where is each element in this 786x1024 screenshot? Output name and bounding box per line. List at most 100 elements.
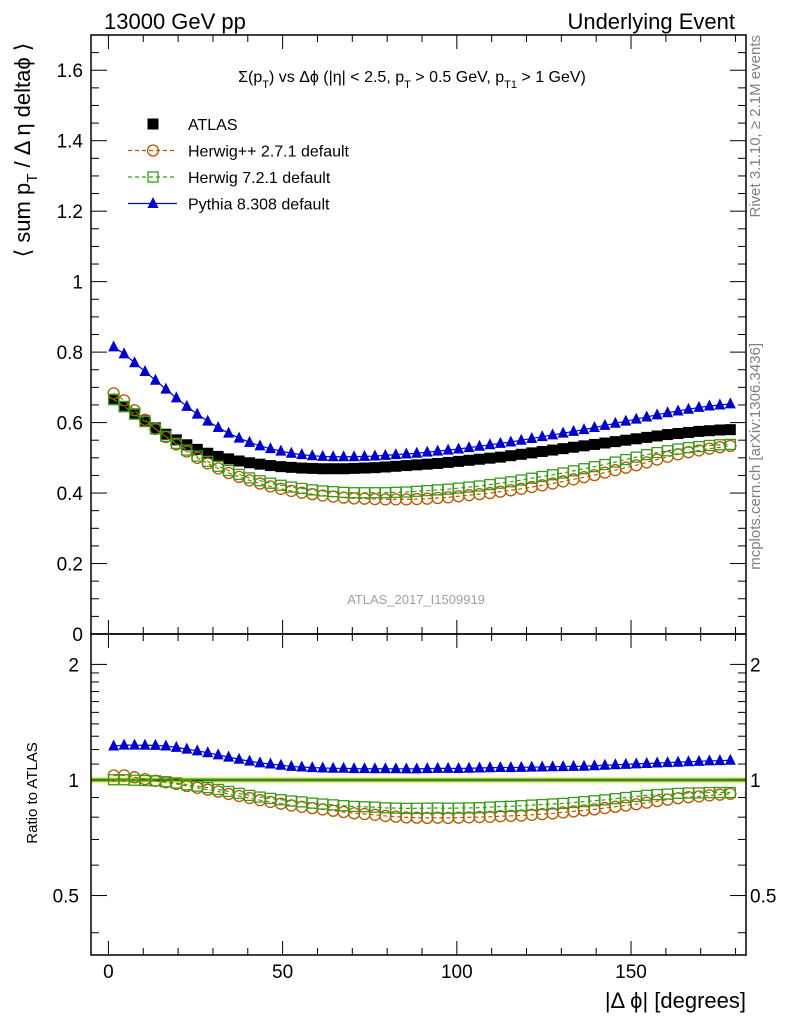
- top-marker: [327, 450, 339, 462]
- top-marker: [264, 442, 276, 454]
- legend-marker: [147, 118, 159, 130]
- top-marker: [641, 410, 653, 422]
- top-marker: [306, 462, 318, 474]
- ratio-marker: [432, 761, 444, 773]
- ratio-marker: [244, 754, 256, 766]
- top-marker: [118, 400, 130, 413]
- legend-marker: [147, 197, 159, 208]
- header-right: Underlying Event: [567, 9, 735, 34]
- ratio-marker: [683, 755, 695, 767]
- top-marker: [484, 438, 496, 450]
- y-axis-label-top: ⟨ sum pT / Δ η deltaϕ ⟩: [10, 43, 41, 258]
- ratio-marker: [191, 744, 203, 756]
- plot-label-mid2: > 0.5 GeV, p: [411, 69, 504, 86]
- bottom-panel-y-tick-label: 2: [68, 655, 79, 676]
- ratio-marker: [400, 762, 412, 774]
- bottom-panel-y-tick-label-right: 0.5: [750, 887, 776, 908]
- ratio-marker: [724, 786, 736, 799]
- ratio-marker: [233, 752, 245, 764]
- x-tick-label: 150: [615, 962, 647, 983]
- top-marker: [296, 448, 308, 460]
- top-marker: [358, 449, 370, 461]
- ratio-marker: [630, 757, 642, 769]
- top-marker: [598, 466, 612, 479]
- top-marker: [118, 347, 130, 359]
- ratio-marker: [149, 738, 161, 750]
- top-marker: [505, 450, 517, 462]
- top-marker: [139, 364, 151, 376]
- ratio-marker: [620, 757, 632, 769]
- top-marker: [662, 406, 674, 418]
- top-marker: [526, 447, 538, 459]
- top-panel-y-tick-label: 1.2: [57, 202, 83, 223]
- top-panel-y-tick-label: 1.6: [57, 61, 83, 82]
- top-marker: [317, 449, 329, 461]
- top-marker: [233, 431, 245, 443]
- top-marker: [724, 438, 736, 451]
- top-marker: [139, 415, 151, 428]
- ratio-marker: [317, 761, 329, 773]
- ratio-marker: [170, 740, 182, 752]
- top-marker: [703, 425, 715, 437]
- plot-label-mid1: ) vs Δϕ (|η| < 2.5, p: [269, 69, 404, 86]
- y-axis-label-top-a: ⟨ sum p: [10, 183, 35, 258]
- top-marker: [421, 445, 433, 457]
- top-marker: [578, 440, 590, 452]
- top-marker: [348, 462, 360, 474]
- top-marker: [160, 428, 172, 440]
- top-marker: [170, 434, 182, 446]
- ratio-marker: [181, 742, 193, 754]
- top-marker: [254, 439, 266, 451]
- ratio-marker: [557, 760, 569, 772]
- top-marker: [212, 421, 224, 433]
- top-marker: [683, 426, 695, 438]
- legend-marker: [147, 171, 159, 183]
- ratio-marker: [108, 739, 120, 751]
- legend-item: ATLAS: [147, 117, 238, 134]
- ratio-marker: [379, 762, 391, 774]
- top-panel-y-tick-label: 0.4: [57, 484, 84, 505]
- top-marker: [411, 446, 423, 458]
- top-marker: [285, 461, 297, 473]
- ratio-marker: [494, 760, 506, 772]
- ratio-marker: [599, 758, 611, 770]
- top-marker: [505, 435, 517, 447]
- top-marker: [306, 449, 318, 461]
- top-marker: [369, 449, 381, 461]
- top-panel: 0.2 0.4 0.6 0.8 1 1.2 1.4 1.6 0: [57, 34, 747, 646]
- top-marker: [128, 408, 141, 420]
- plot-label-sub-t1: T1: [504, 79, 517, 91]
- top-marker: [494, 436, 506, 448]
- legend-item: Herwig 7.2.1 default: [128, 170, 331, 187]
- ratio-marker: [703, 754, 715, 766]
- top-marker: [640, 456, 653, 469]
- ratio-marker: [473, 761, 485, 773]
- top-marker: [181, 399, 193, 411]
- ratio-marker: [463, 761, 475, 773]
- top-marker: [473, 439, 485, 451]
- plot-label-sub-t2: T: [404, 79, 411, 91]
- ratio-marker: [526, 760, 538, 772]
- ratio-marker: [662, 756, 674, 768]
- top-marker: [411, 459, 423, 471]
- top-panel-y-tick-label: 1: [72, 273, 83, 294]
- top-marker: [651, 408, 663, 420]
- top-marker: [244, 457, 256, 469]
- x-tick-label: 50: [272, 962, 293, 983]
- top-marker: [223, 453, 235, 465]
- legend-label: Herwig 7.2.1 default: [188, 170, 331, 187]
- top-marker: [620, 414, 632, 426]
- top-marker: [212, 450, 224, 462]
- top-marker: [609, 416, 621, 428]
- top-marker: [547, 428, 559, 440]
- x-axis-label: |Δ ϕ| [degrees]: [605, 988, 746, 1013]
- ratio-marker: [296, 760, 308, 772]
- legend-label: ATLAS: [188, 117, 238, 134]
- ratio-marker: [693, 754, 705, 766]
- top-marker: [453, 455, 465, 467]
- top-marker: [275, 461, 287, 473]
- top-marker: [202, 414, 214, 426]
- top-marker: [149, 373, 161, 385]
- ratio-marker: [547, 760, 559, 772]
- legend-item: Herwig++ 2.7.1 default: [128, 144, 350, 161]
